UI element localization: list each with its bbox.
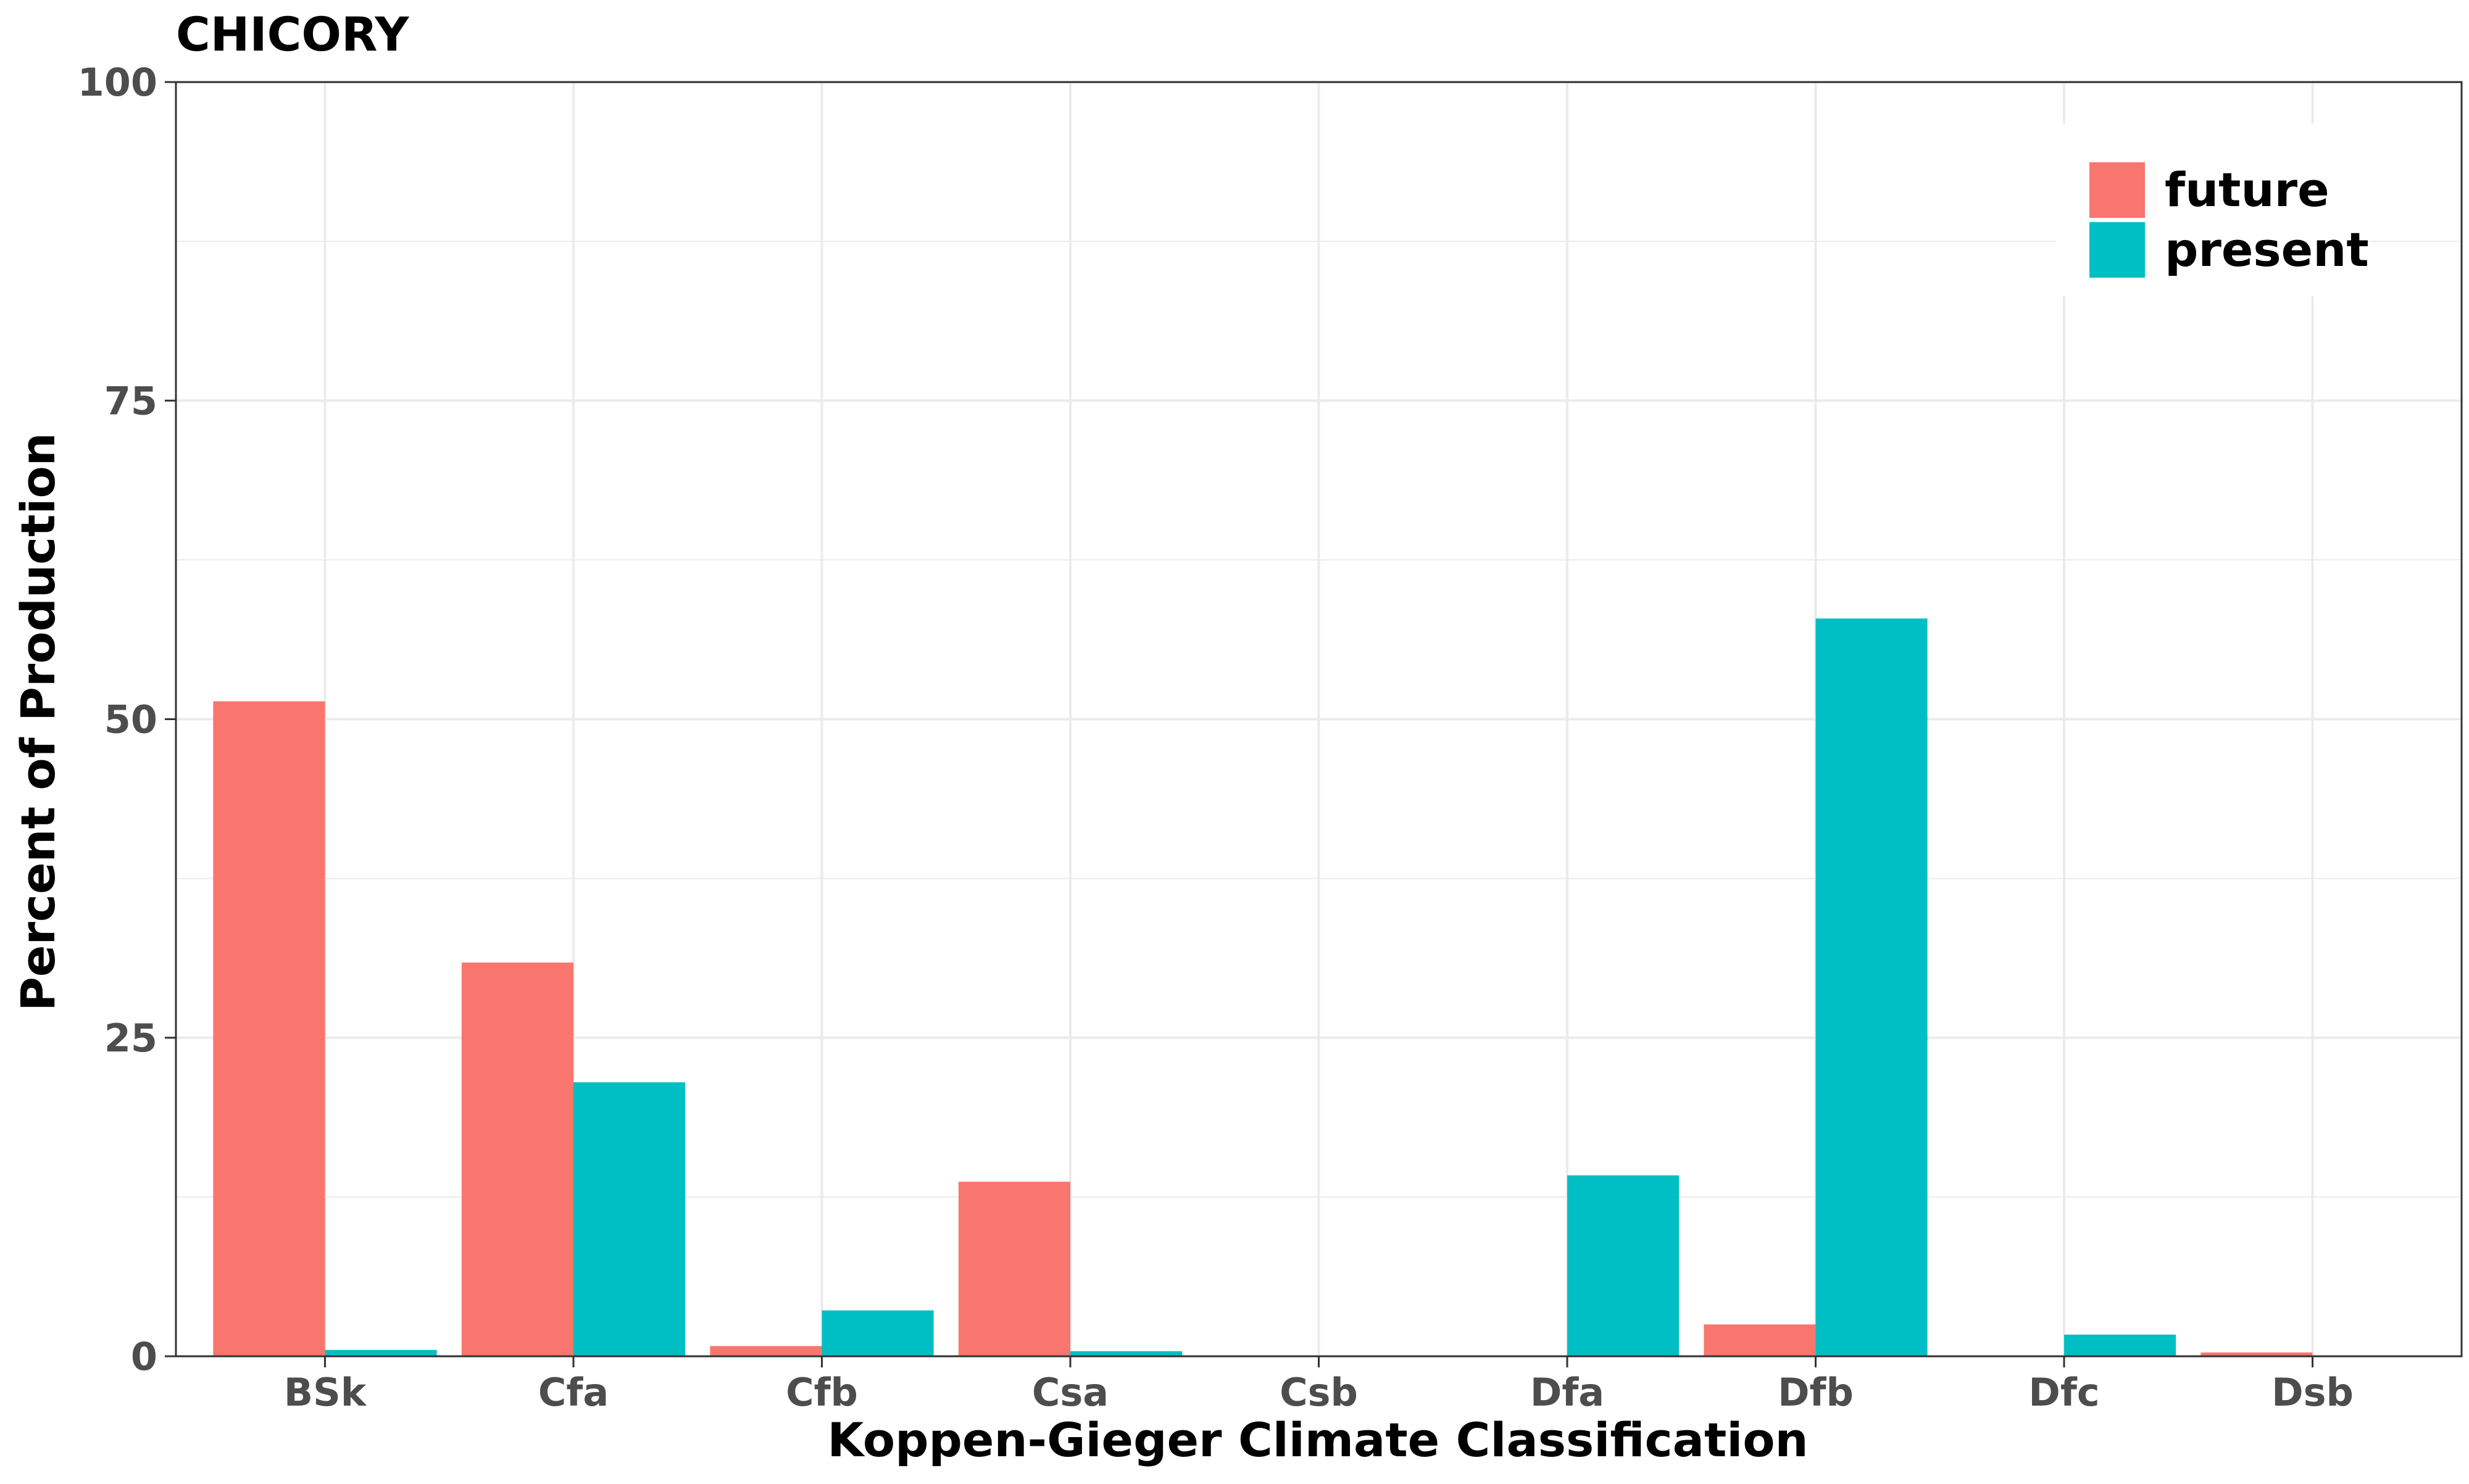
y-axis-title: Percent of Production <box>10 433 65 1011</box>
y-tick-label: 0 <box>131 1334 157 1379</box>
legend-label-future: future <box>2165 162 2330 217</box>
y-tick-label: 50 <box>104 697 157 742</box>
bar-future-BSk <box>213 702 325 1356</box>
bar-present-Cfb <box>822 1311 934 1356</box>
x-tick-label: Dfa <box>1530 1370 1604 1415</box>
x-tick-label: Csb <box>1280 1370 1358 1415</box>
y-tick-label: 75 <box>104 378 157 423</box>
y-tick-label: 100 <box>78 60 157 105</box>
chart-title: CHICORY <box>176 7 409 62</box>
bar-future-Cfa <box>462 963 573 1356</box>
x-tick-label: Cfa <box>538 1370 609 1415</box>
bar-present-Dfa <box>1567 1175 1679 1356</box>
x-tick-label: Dfb <box>1778 1370 1854 1415</box>
bar-future-Csa <box>959 1182 1070 1356</box>
legend-key-future <box>2089 162 2145 218</box>
x-axis-title: Koppen-Gieger Climate Classification <box>827 1412 1808 1467</box>
legend-key-present <box>2089 222 2145 278</box>
bar-future-Cfb <box>710 1346 822 1356</box>
bar-present-Dfc <box>2064 1335 2176 1356</box>
bar-future-Dfb <box>1704 1324 1815 1356</box>
x-tick-label: BSk <box>284 1370 367 1415</box>
legend-label-present: present <box>2165 222 2369 277</box>
x-tick-label: Csa <box>1032 1370 1109 1415</box>
x-tick-label: Dfc <box>2028 1370 2099 1415</box>
y-tick-label: 25 <box>104 1016 157 1061</box>
bar-present-Dfb <box>1816 618 1928 1356</box>
bar-present-Cfa <box>573 1082 685 1356</box>
bar-present-BSk <box>325 1350 437 1356</box>
x-tick-label: Dsb <box>2271 1370 2354 1415</box>
x-tick-label: Cfb <box>786 1370 858 1415</box>
